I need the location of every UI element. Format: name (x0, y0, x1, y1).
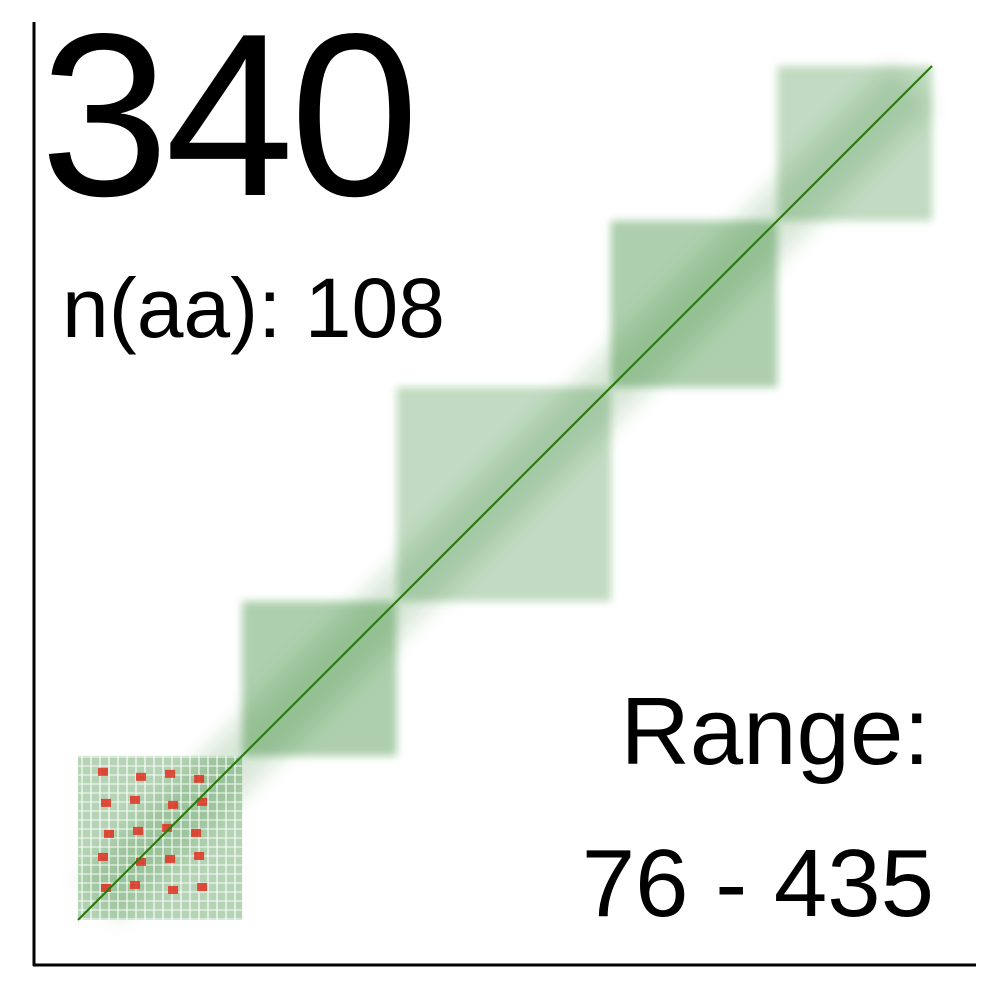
highlight-speck (165, 769, 176, 778)
highlight-speck (194, 851, 205, 860)
highlight-speck (98, 767, 108, 776)
highlight-speck (101, 883, 111, 892)
highlight-speck (136, 772, 147, 781)
highlight-speck (165, 854, 176, 863)
highlight-speck (133, 826, 144, 835)
highlight-speck (197, 882, 208, 891)
highlight-speck (98, 852, 108, 861)
highlight-speck (136, 857, 147, 866)
highlight-speck (191, 828, 202, 837)
highlight-speck (168, 800, 179, 809)
range-value: 76 - 435 (581, 830, 934, 937)
main-diagonal (77, 65, 933, 921)
highlight-speck (197, 797, 208, 806)
highlight-contacts (98, 767, 208, 894)
residue-count: 340 (40, 0, 419, 245)
highlight-speck (101, 798, 111, 807)
highlight-speck (194, 774, 205, 783)
highlight-speck (130, 880, 141, 889)
highlight-speck (162, 823, 173, 832)
n-aa-label: n(aa): 108 (62, 261, 445, 355)
range-title: Range: (620, 678, 930, 785)
highlight-speck (104, 829, 114, 838)
highlight-speck (168, 885, 179, 894)
highlight-speck (130, 795, 141, 804)
